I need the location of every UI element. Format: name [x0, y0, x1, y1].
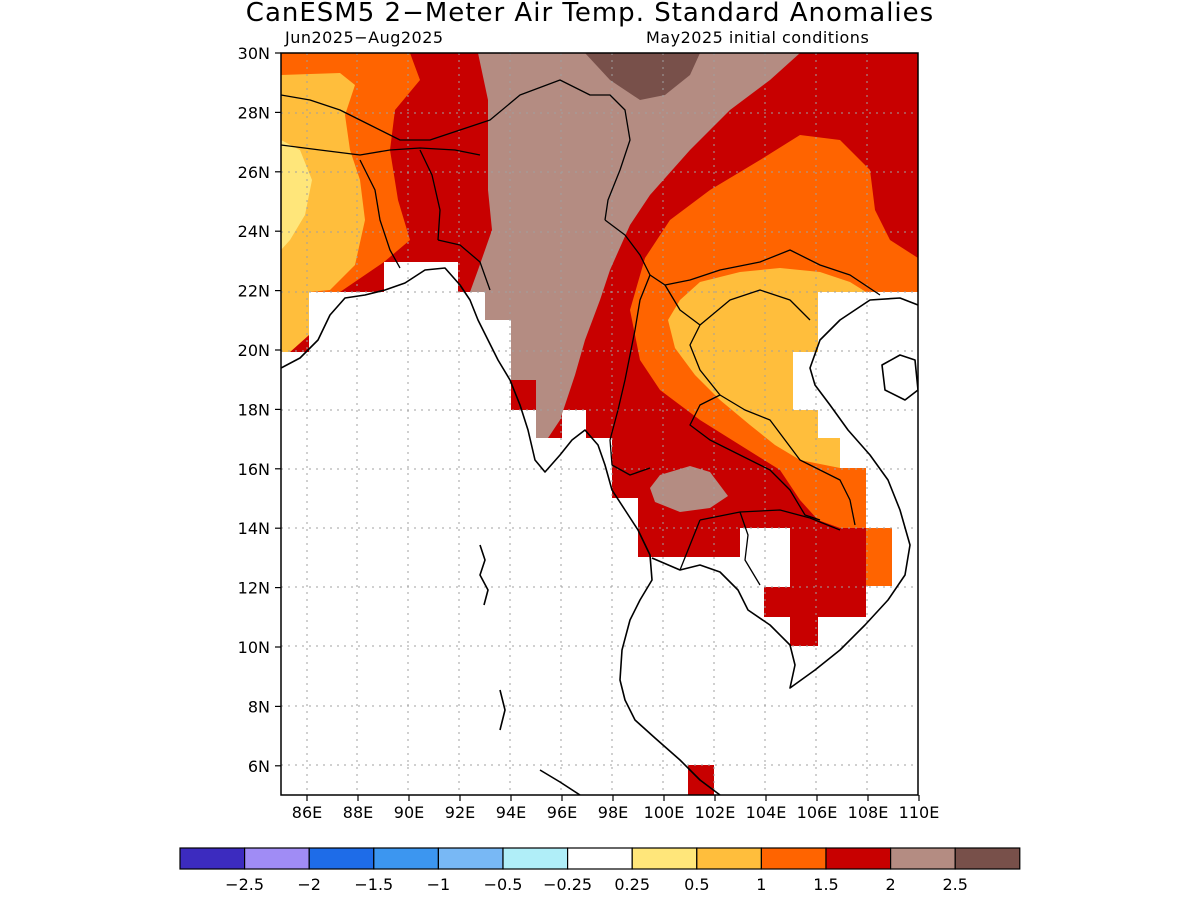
lon-tick-label: 104E [746, 803, 787, 822]
lat-tick-label: 16N [238, 460, 270, 479]
legend-label: 1 [756, 875, 766, 894]
lon-tick-label: 96E [547, 803, 577, 822]
lat-tick-label: 8N [248, 697, 270, 716]
lon-tick-label: 106E [797, 803, 838, 822]
legend-swatch [696, 847, 762, 870]
legend-label: −1.5 [354, 875, 393, 894]
legend-swatch [179, 847, 246, 870]
lon-tick-label: 102E [695, 803, 736, 822]
lon-tick-label: 98E [598, 803, 628, 822]
anomaly-region-1-west [281, 73, 365, 352]
color-legend [179, 847, 1021, 870]
color-legend-labels: −2.5 −2 −1.5 −1 −0.5 −0.25 0.25 0.5 1 1.5 2 2.5 [225, 875, 968, 894]
legend-label: 2 [886, 875, 896, 894]
country-borders [281, 79, 881, 586]
coastlines [281, 267, 918, 795]
anomaly-region-2.5-peak [585, 53, 700, 100]
lat-tick-label: 10N [238, 638, 270, 657]
legend-label: −0.5 [484, 875, 523, 894]
legend-swatch [244, 847, 310, 870]
longitude-labels: 86E 88E 90E 92E 94E 96E 98E 100E 102E 104E 106E 108… [292, 795, 940, 822]
legend-swatch [631, 847, 698, 870]
latitude-labels: 30N 28N 26N 24N 22N 20N 18N 16N 14N 12N 10N 8N 6N [238, 44, 281, 776]
legend-label: 1.5 [813, 875, 838, 894]
lon-tick-label: 86E [292, 803, 322, 822]
lon-tick-label: 108E [848, 803, 889, 822]
lat-tick-label: 28N [238, 103, 270, 122]
legend-swatch [889, 847, 956, 870]
lon-tick-label: 88E [343, 803, 373, 822]
lon-tick-label: 90E [394, 803, 424, 822]
lat-tick-label: 6N [248, 757, 270, 776]
forecast-period: Jun2025−Aug2025 [285, 28, 444, 47]
legend-swatch [437, 847, 504, 870]
initial-conditions: May2025 initial conditions [646, 28, 870, 47]
legend-swatch [308, 847, 375, 870]
lat-tick-label: 12N [238, 579, 270, 598]
map-title: CanESM5 2−Meter Air Temp. Standard Anoma… [245, 0, 935, 28]
graticule [281, 53, 918, 795]
anomaly-region-1.5-coast [866, 528, 892, 586]
lat-tick-label: 20N [238, 341, 270, 360]
legend-swatch [954, 847, 1021, 870]
lon-tick-label: 100E [644, 803, 685, 822]
lat-tick-label: 18N [238, 400, 270, 419]
lon-tick-label: 94E [496, 803, 526, 822]
anomaly-region-0.5-west [281, 140, 312, 250]
lat-tick-label: 30N [238, 44, 270, 63]
legend-swatch [825, 847, 892, 870]
legend-label: 0.25 [614, 875, 650, 894]
legend-swatch [566, 847, 633, 870]
legend-label: −1 [427, 875, 451, 894]
anomaly-shading [281, 53, 918, 795]
lat-tick-label: 26N [238, 163, 270, 182]
anomaly-region-2.5-thailand [650, 466, 728, 512]
legend-swatch [760, 847, 827, 870]
legend-swatch [502, 847, 569, 870]
legend-label: 2.5 [942, 875, 967, 894]
anomaly-region-2.5-central [470, 53, 800, 438]
lon-tick-label: 92E [445, 803, 475, 822]
legend-swatch [373, 847, 439, 870]
legend-label: −2.5 [225, 875, 264, 894]
lat-tick-label: 24N [238, 222, 270, 241]
legend-label: −0.25 [543, 875, 592, 894]
lat-tick-label: 22N [238, 282, 270, 301]
legend-label: 0.5 [684, 875, 709, 894]
lat-tick-label: 14N [238, 519, 270, 538]
plot-frame [280, 52, 919, 796]
legend-label: −2 [297, 875, 321, 894]
lon-tick-label: 110E [899, 803, 940, 822]
